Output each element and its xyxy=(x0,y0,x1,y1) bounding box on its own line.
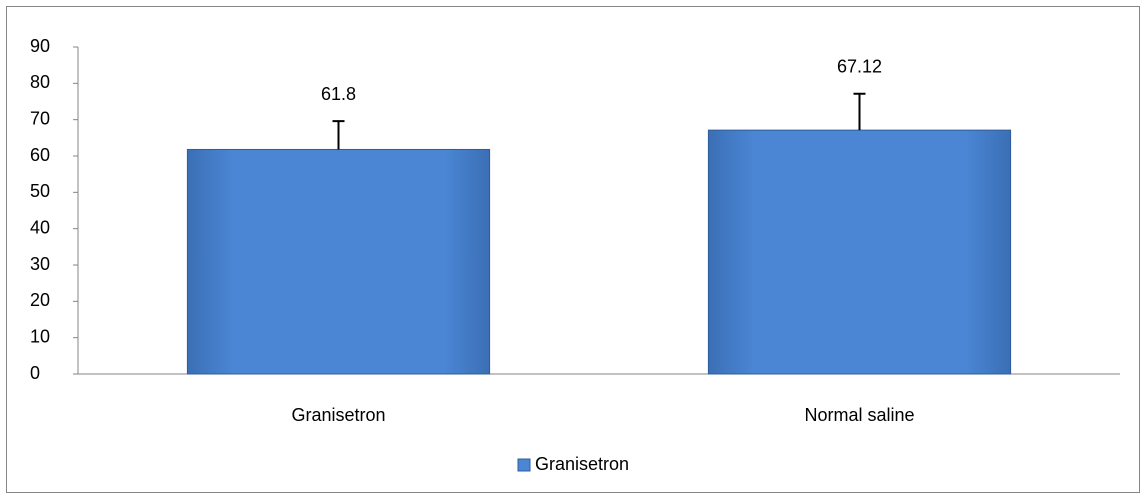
y-tick-label: 0 xyxy=(30,363,40,383)
legend-swatch xyxy=(517,458,531,472)
y-tick-label: 10 xyxy=(30,326,50,346)
x-tick-label: Normal saline xyxy=(804,405,914,425)
data-label: 67.12 xyxy=(837,57,882,77)
y-tick-label: 60 xyxy=(30,145,50,165)
error-bar xyxy=(332,120,345,150)
y-tick-label: 40 xyxy=(30,217,50,237)
legend-label: Granisetron xyxy=(535,454,629,474)
y-tick-label: 50 xyxy=(30,181,50,201)
y-tick-label: 70 xyxy=(30,108,50,128)
y-tick-label: 80 xyxy=(30,72,50,92)
bar xyxy=(186,148,491,375)
y-tick-label: 20 xyxy=(30,290,50,310)
data-label: 61.8 xyxy=(321,84,356,104)
error-bar xyxy=(853,92,866,131)
bar xyxy=(707,129,1012,375)
x-tick-label: Granisetron xyxy=(291,405,385,425)
y-tick-label: 90 xyxy=(30,36,50,56)
y-tick-label: 30 xyxy=(30,254,50,274)
